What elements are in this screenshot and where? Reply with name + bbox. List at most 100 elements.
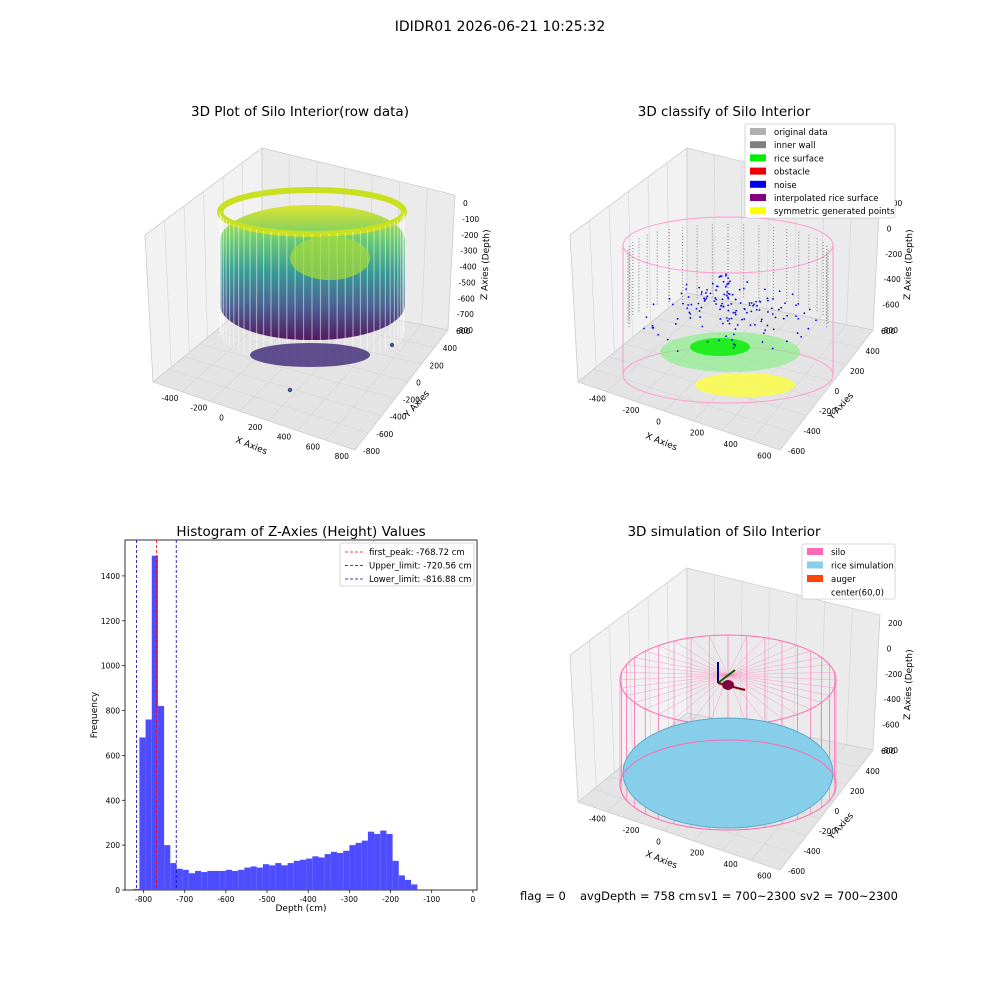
noise-point xyxy=(721,322,724,325)
noise-point xyxy=(797,317,800,320)
noise-point xyxy=(715,303,717,305)
noise-point xyxy=(739,302,742,304)
noise-point xyxy=(780,306,783,309)
noise-point xyxy=(725,335,727,338)
noise-point xyxy=(719,308,722,311)
grid-line-left-pane xyxy=(589,220,597,368)
raw-z-axis-label: Z Axies (Depth) xyxy=(480,229,492,300)
grid-line-left-pane xyxy=(667,582,670,728)
noise-point xyxy=(808,308,811,311)
histogram-bar xyxy=(306,858,313,890)
legend-label: Upper_limit: -720.56 cm xyxy=(369,562,472,572)
silo-roof-line xyxy=(626,674,729,696)
noise-point xyxy=(743,318,746,320)
grid-line-left-pane xyxy=(203,191,208,338)
noise-point xyxy=(705,297,708,299)
histogram-bar xyxy=(318,857,325,890)
noise-point xyxy=(749,324,752,327)
panel-raw-title: 3D Plot of Silo Interior(row data) xyxy=(191,104,409,120)
noise-point xyxy=(732,347,735,349)
y-tick-label: -800 xyxy=(363,447,380,456)
histogram-bar xyxy=(324,854,331,890)
noise-point xyxy=(706,340,709,343)
noise-point xyxy=(724,274,727,277)
panel-simulation-title: 3D simulation of Silo Interior xyxy=(627,524,821,540)
x-tick-label: -400 xyxy=(161,394,178,403)
histogram-bar xyxy=(361,840,368,890)
legend-label: symmetric generated points xyxy=(774,207,895,217)
z-tick-label: -800 xyxy=(456,326,473,335)
silo-roof-line xyxy=(658,674,729,715)
histogram-bar xyxy=(330,851,338,890)
legend-label: rice simulation xyxy=(831,562,894,572)
histogram-bar xyxy=(194,870,202,890)
legend-label: original data xyxy=(774,128,828,138)
noise-point xyxy=(728,317,731,320)
raw-x-axis-label: X Axies xyxy=(234,436,269,458)
legend-swatch xyxy=(750,128,766,135)
z-tick-label: -600 xyxy=(458,294,475,303)
panel-histogram: Histogram of Z-Axies (Height) Values -80… xyxy=(90,524,478,914)
histogram-bar xyxy=(281,865,288,890)
silo-roof-line xyxy=(634,657,729,676)
noise-point xyxy=(643,327,645,330)
histogram-bar xyxy=(182,869,189,890)
noise-point xyxy=(726,319,729,322)
histogram-bar xyxy=(250,866,257,890)
grid-line-floor xyxy=(168,368,369,434)
histogram-bar xyxy=(188,873,195,890)
histogram-x-ticks: -800 -700 -600 -500 -400 -300 -200 -100 0 xyxy=(135,890,475,904)
legend-label: center(60,0) xyxy=(831,589,884,599)
z-tick-label: -300 xyxy=(460,247,477,256)
grid-line-back-pane xyxy=(713,154,715,299)
silo-roof-line xyxy=(621,671,729,676)
legend-label: first_peak: -768.72 cm xyxy=(369,548,465,558)
histogram-bar xyxy=(299,859,307,890)
x-tick-label: -800 xyxy=(135,895,152,904)
histogram-bar xyxy=(145,719,152,890)
x-tick-label: -200 xyxy=(382,895,399,904)
z-tick-label: -500 xyxy=(459,278,476,287)
noise-point xyxy=(759,300,762,303)
z-tick-label: -100 xyxy=(462,215,479,224)
noise-point xyxy=(766,324,769,327)
histogram-bar xyxy=(392,860,399,890)
x-tick-label: 200 xyxy=(248,423,263,432)
noise-point xyxy=(778,290,781,293)
noise-point xyxy=(767,299,769,302)
histogram-bar xyxy=(275,863,282,890)
classify-inner-wall-points xyxy=(627,224,829,330)
y-tick-label: -600 xyxy=(376,430,393,439)
panel-classify-3d: 3D classify of Silo Interior X Axies Y A… xyxy=(569,104,915,460)
silo-roof-line xyxy=(690,637,729,676)
noise-point xyxy=(697,302,700,305)
y-tick-label: 200 xyxy=(850,367,865,376)
grid-line-left-pane xyxy=(608,205,615,353)
noise-point xyxy=(711,282,714,285)
x-tick-label: 800 xyxy=(335,452,350,461)
z-tick-label: -800 xyxy=(881,326,898,335)
noise-point xyxy=(700,291,703,293)
noise-point xyxy=(764,329,767,332)
y-tick-label: -600 xyxy=(788,447,805,456)
grid-line-left-pane xyxy=(628,191,633,338)
legend-label: noise xyxy=(774,181,797,191)
histogram-bar xyxy=(225,869,233,890)
x-tick-label: -300 xyxy=(341,895,358,904)
histogram-bar xyxy=(213,870,220,890)
silo-roof-line xyxy=(727,674,830,696)
noise-point xyxy=(671,303,674,306)
grid-line-left-pane xyxy=(589,640,597,788)
y-tick-label: 1200 xyxy=(101,617,120,626)
y-tick-label: 400 xyxy=(866,347,881,356)
x-tick-label: -200 xyxy=(623,406,640,415)
panel-classify-title: 3D classify of Silo Interior xyxy=(638,104,811,120)
noise-point xyxy=(774,316,777,319)
noise-point xyxy=(785,340,788,343)
noise-point xyxy=(666,338,669,341)
noise-point xyxy=(791,293,794,296)
histogram-bar xyxy=(343,850,350,890)
histogram-bar xyxy=(293,860,300,890)
z-tick-label: -600 xyxy=(882,721,899,730)
histogram-bars xyxy=(133,555,418,890)
